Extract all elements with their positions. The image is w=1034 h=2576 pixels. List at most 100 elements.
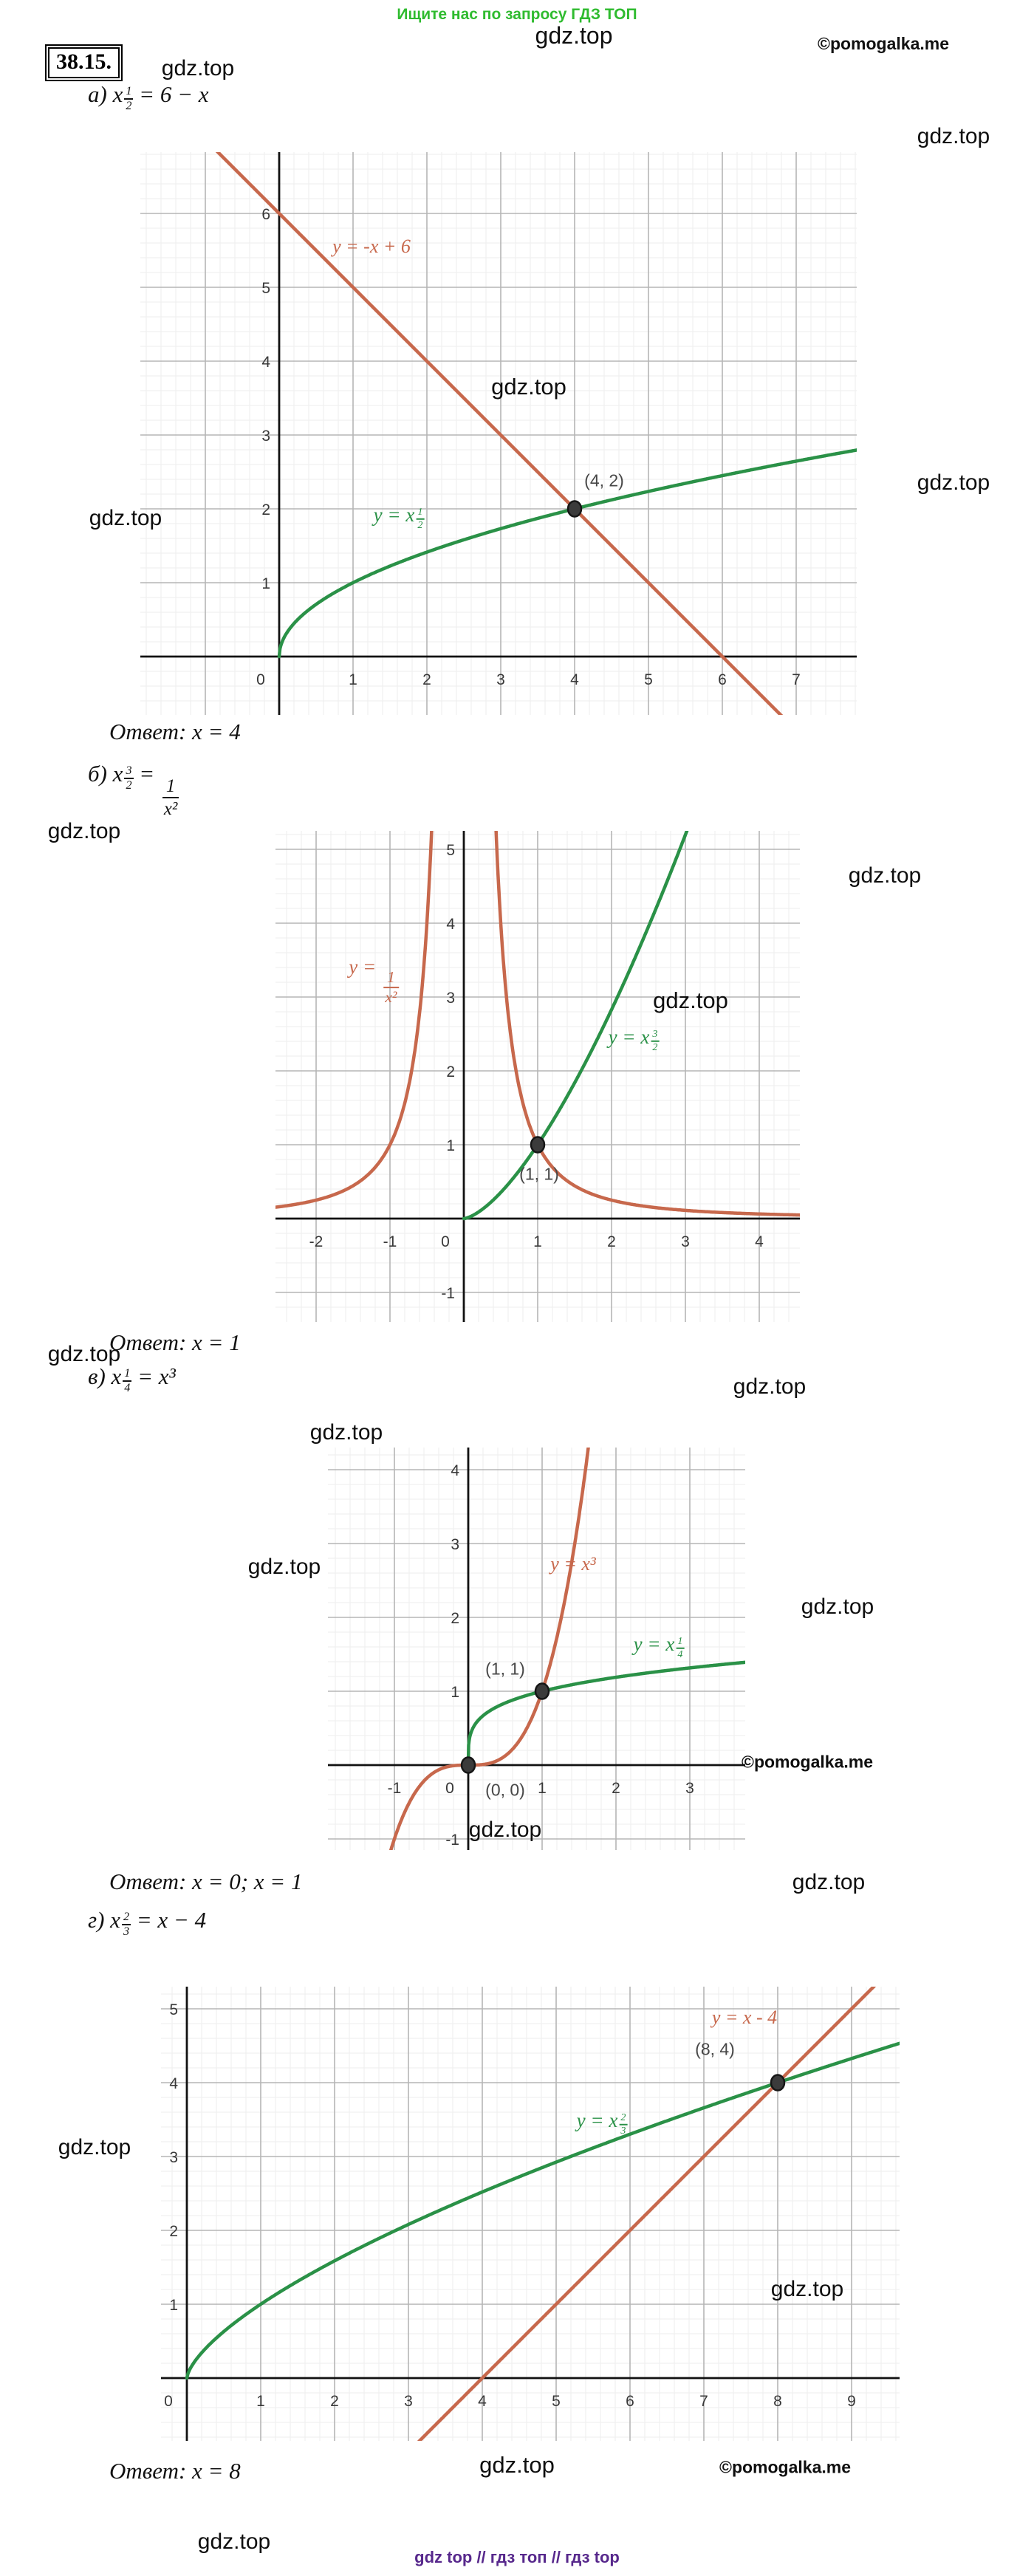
axis-tick-label: 3 (404, 2393, 413, 2410)
math-text: y = x (608, 1025, 650, 1048)
intersection-point (534, 1682, 550, 1700)
math-text: = 6 − x (133, 81, 209, 107)
site-watermark: gdz.top (848, 863, 922, 888)
axis-tick-label: -2 (309, 1233, 323, 1250)
fraction-numerator: 3 (124, 764, 134, 780)
axis-tick-label: 2 (330, 2393, 339, 2410)
point-label: (1, 1) (519, 1164, 559, 1184)
fraction-denominator: 4 (677, 1648, 683, 1660)
axis-tick-label: 5 (261, 280, 270, 297)
axis-tick-label: 6 (718, 671, 727, 688)
site-watermark: gdz.top (247, 1555, 321, 1579)
site-watermark: gdz.top (309, 1420, 383, 1445)
answer-g: Ответ: x = 8 (109, 2458, 241, 2484)
axis-tick-label: 1 (261, 575, 270, 592)
axis-tick-label: 9 (847, 2393, 856, 2410)
axis-tick-label: -1 (383, 1233, 397, 1250)
fraction: 1 x² (162, 775, 179, 821)
graph-b: -2 -1 0 1 2 3 4 -1 1 2 3 4 5 y = 1 x² y = x 3 2 (1, 1) (275, 831, 800, 1322)
axis-tick-label: 4 (451, 1462, 459, 1479)
curve-label-line-y-equals-x-minus-4: y = x - 4 (712, 2008, 777, 2027)
site-watermark: gdz.top (917, 124, 990, 148)
grid-major (161, 1987, 900, 2441)
axis-tick-label: 2 (446, 1063, 455, 1080)
axis-tick-label: 3 (685, 1780, 694, 1797)
axis-tick-label: -1 (388, 1780, 402, 1797)
axis-tick-label: 1 (349, 671, 357, 688)
axis-tick-label: 4 (446, 916, 455, 933)
site-watermark: gdz.top (733, 1374, 807, 1399)
axis-tick-label: 4 (169, 2075, 178, 2092)
axis-tick-label: 0 (164, 2393, 173, 2410)
site-watermark: gdz.top (491, 374, 566, 400)
math-text: y = x (633, 1632, 675, 1655)
axis-tick-label: 3 (496, 671, 505, 688)
axis-tick-label: 2 (607, 1233, 616, 1250)
axis-tick-label: 4 (478, 2393, 487, 2410)
site-watermark: gdz.top (770, 2277, 844, 2301)
axis-tick-label: 7 (699, 2393, 708, 2410)
intersection-point (566, 500, 583, 518)
axes (161, 1987, 900, 2441)
site-watermark: gdz.top (197, 2529, 271, 2554)
fraction-numerator: 1 (162, 775, 179, 798)
fraction-denominator: 2 (652, 1041, 658, 1053)
math-text: = (133, 761, 160, 787)
answer-b: Ответ: x = 1 (109, 1329, 241, 1355)
math-text: y = x (576, 2109, 618, 2131)
math-text: б) x (88, 761, 123, 787)
graph-v: -1 0 1 2 3 -1 1 2 3 4 y = x³ y = x 1 4 (0, 0) (1, 1) (328, 1448, 745, 1850)
line-y-equals-x-minus-4 (417, 1987, 877, 2441)
math-text: а) x (88, 81, 123, 107)
axis-tick-label: -1 (445, 1832, 459, 1849)
point-label: (8, 4) (695, 2039, 735, 2059)
math-text: y = x (373, 503, 415, 526)
fraction-numerator: 2 (619, 2111, 628, 2125)
fraction-denominator: x² (163, 798, 178, 819)
fraction-denominator: 2 (417, 518, 423, 531)
math-text: = x³ (131, 1363, 176, 1389)
math-text: y = -x + 6 (332, 236, 411, 257)
axis-tick-label: 3 (446, 990, 455, 1007)
site-watermark: gdz.top (468, 1818, 542, 1842)
axis-tick-label: 3 (681, 1233, 690, 1250)
fraction-numerator: 3 (651, 1028, 660, 1042)
math-text: в) x (88, 1363, 122, 1389)
axis-tick-label: 4 (570, 671, 579, 688)
math-text: г) x (88, 1907, 120, 1933)
fraction-numerator: 1 (416, 506, 425, 520)
fraction-numerator: 2 (121, 1911, 131, 1926)
fraction-numerator: 1 (124, 85, 134, 100)
fraction-numerator: 1 (123, 1367, 132, 1383)
fraction-denominator: 3 (620, 2124, 626, 2137)
site-watermark: gdz.top (801, 1594, 874, 1619)
site-watermark: gdz.top (792, 1870, 866, 1894)
axis-tick-label: 1 (446, 1137, 455, 1154)
footer-tags: gdz top // гдз топ // гдз top (414, 2548, 620, 2566)
axis-tick-label: 6 (261, 206, 270, 223)
axis-tick-label: 5 (446, 842, 455, 859)
site-watermark: gdz.top (89, 506, 162, 530)
answer-a: Ответ: x = 4 (109, 719, 241, 744)
fraction-denominator: 2 (126, 779, 132, 792)
axis-tick-label: 1 (256, 2393, 265, 2410)
brand-watermark: ©pomogalka.me (719, 2457, 851, 2477)
axis-tick-label: 1 (169, 2297, 178, 2314)
plot-graph-v: -1 0 1 2 3 -1 1 2 3 4 (328, 1448, 745, 1850)
